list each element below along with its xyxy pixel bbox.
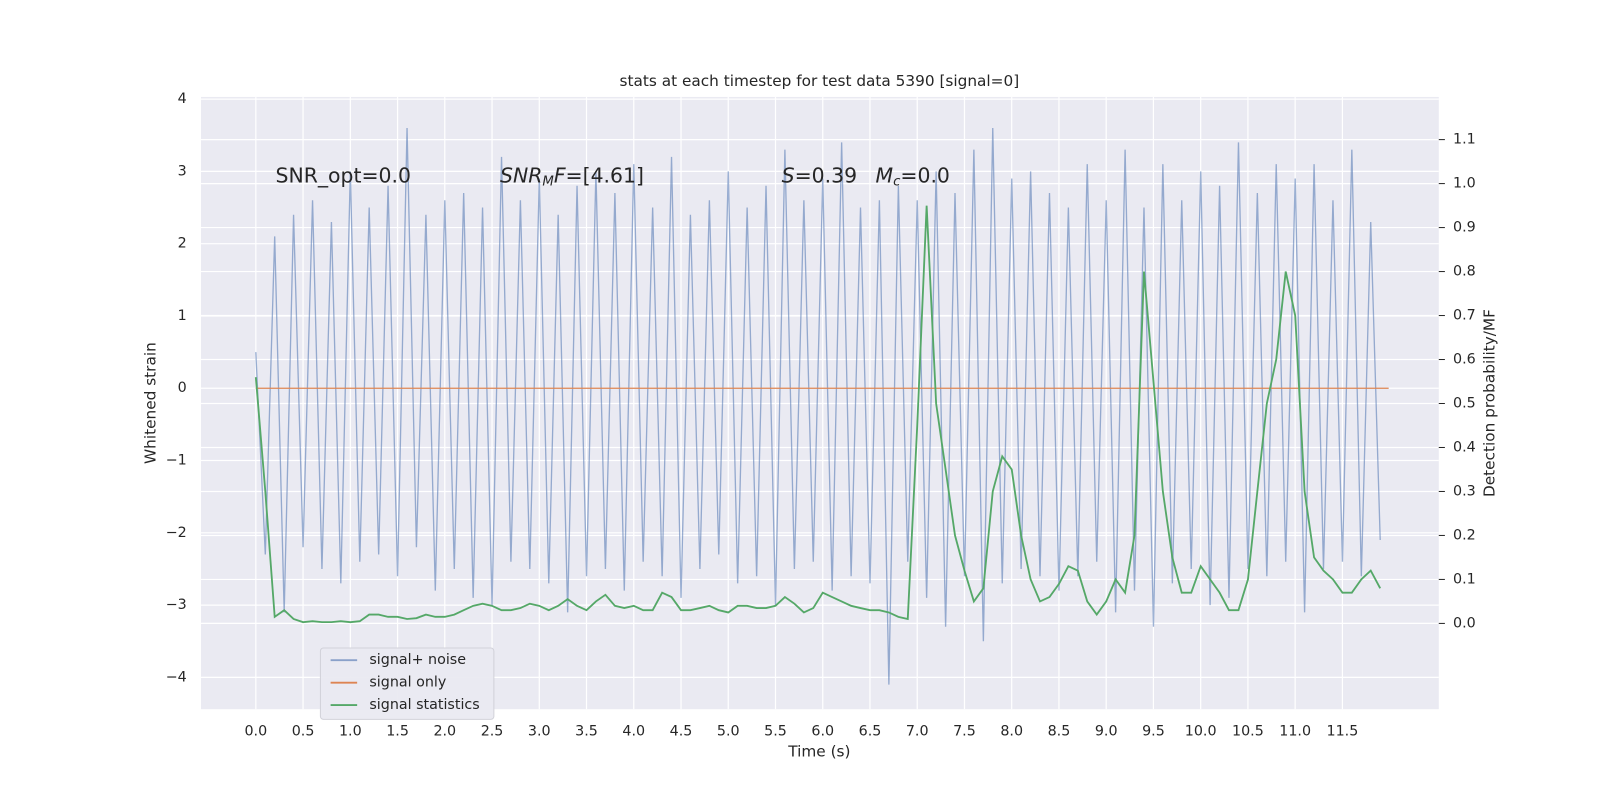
legend-label: signal only <box>369 675 446 691</box>
y2-tick-label: 0.4 <box>1453 439 1476 455</box>
y-tick-label: −4 <box>166 669 187 685</box>
x-tick-label: 9.0 <box>1095 724 1118 740</box>
chart-title: stats at each timestep for test data 539… <box>620 72 1020 90</box>
y2-tick-label: 0.0 <box>1453 615 1476 631</box>
x-tick-label: 3.0 <box>528 724 551 740</box>
x-tick-label: 1.0 <box>339 724 362 740</box>
x-tick-label: 6.0 <box>811 724 834 740</box>
y-tick-label: 2 <box>178 236 187 252</box>
x-axis-label: Time (s) <box>787 743 850 761</box>
legend-box <box>319 647 495 720</box>
annotation-part: =0.39 <box>795 164 858 188</box>
y2-tick-label: 0.6 <box>1453 352 1476 368</box>
x-tick-label: 4.0 <box>622 724 645 740</box>
x-tick-label: 7.5 <box>953 724 976 740</box>
y-tick-label: −2 <box>166 525 187 541</box>
x-tick-label: 2.5 <box>481 724 504 740</box>
y2-tick-label: 0.5 <box>1453 396 1476 412</box>
x-tick-label: 9.5 <box>1142 724 1165 740</box>
y2-tick-label: 0.7 <box>1453 308 1476 324</box>
y2-tick-label: 1.0 <box>1453 176 1476 192</box>
y2-tick-label: 1.1 <box>1453 132 1476 148</box>
y2-axis-label: Detection probability/MF <box>1480 309 1498 497</box>
series-line <box>255 128 1381 685</box>
x-tick-label: 3.5 <box>575 724 598 740</box>
x-tick-label: 0.0 <box>244 724 267 740</box>
legend-label: signal+ noise <box>369 652 466 668</box>
annotation: SNRMF=[4.61] <box>500 164 644 190</box>
annotation-part: =[4.61] <box>566 164 644 188</box>
annotation-part: S <box>782 164 795 188</box>
x-tick-label: 11.0 <box>1279 724 1311 740</box>
x-tick-label: 2.0 <box>433 724 456 740</box>
x-tick-label: 11.5 <box>1327 724 1359 740</box>
annotation: Mc=0.0 <box>876 164 950 190</box>
legend: signal+ noise signal only signal statistic… <box>319 647 495 720</box>
annotation: SNR_opt=0.0 <box>276 164 412 189</box>
x-tick-label: 4.5 <box>670 724 693 740</box>
x-tick-label: 10.5 <box>1232 724 1264 740</box>
annotation: S=0.39 <box>782 164 857 188</box>
y2-tick-label: 0.9 <box>1453 220 1476 236</box>
y-tick-label: −1 <box>166 453 187 469</box>
legend-label: signal statistics <box>369 697 479 713</box>
annotation-part: =0.0 <box>900 164 950 188</box>
x-tick-label: 5.5 <box>764 724 787 740</box>
y2-tick-label: 0.8 <box>1453 264 1476 280</box>
y-tick-label: 0 <box>178 380 187 396</box>
x-tick-label: 6.5 <box>859 724 882 740</box>
x-tick-label: 8.0 <box>1000 724 1023 740</box>
annotation-part: F <box>554 164 566 188</box>
x-tick-label: 7.0 <box>906 724 929 740</box>
annotation-part: M <box>876 164 894 188</box>
annotation-part: SNR <box>500 164 542 188</box>
x-tick-label: 10.0 <box>1185 724 1217 740</box>
x-tick-label: 1.5 <box>386 724 409 740</box>
marks <box>254 128 1389 685</box>
x-tick-label: 5.0 <box>717 724 740 740</box>
y-axis-label: Whitened strain <box>142 342 160 464</box>
y2-tick-label: 0.2 <box>1453 527 1476 543</box>
series-line <box>254 205 1382 624</box>
y2-tick-label: 0.3 <box>1453 483 1476 499</box>
annotation-part: c <box>893 175 901 190</box>
x-tick-label: 8.5 <box>1048 724 1071 740</box>
annotation-part: M <box>542 175 554 190</box>
y-tick-label: 1 <box>178 308 187 324</box>
y2-tick-label: 0.1 <box>1453 571 1476 587</box>
y-tick-label: −3 <box>166 597 187 613</box>
y-tick-label: 3 <box>178 163 187 179</box>
x-tick-label: 0.5 <box>292 724 315 740</box>
y-tick-label: 4 <box>178 91 187 107</box>
